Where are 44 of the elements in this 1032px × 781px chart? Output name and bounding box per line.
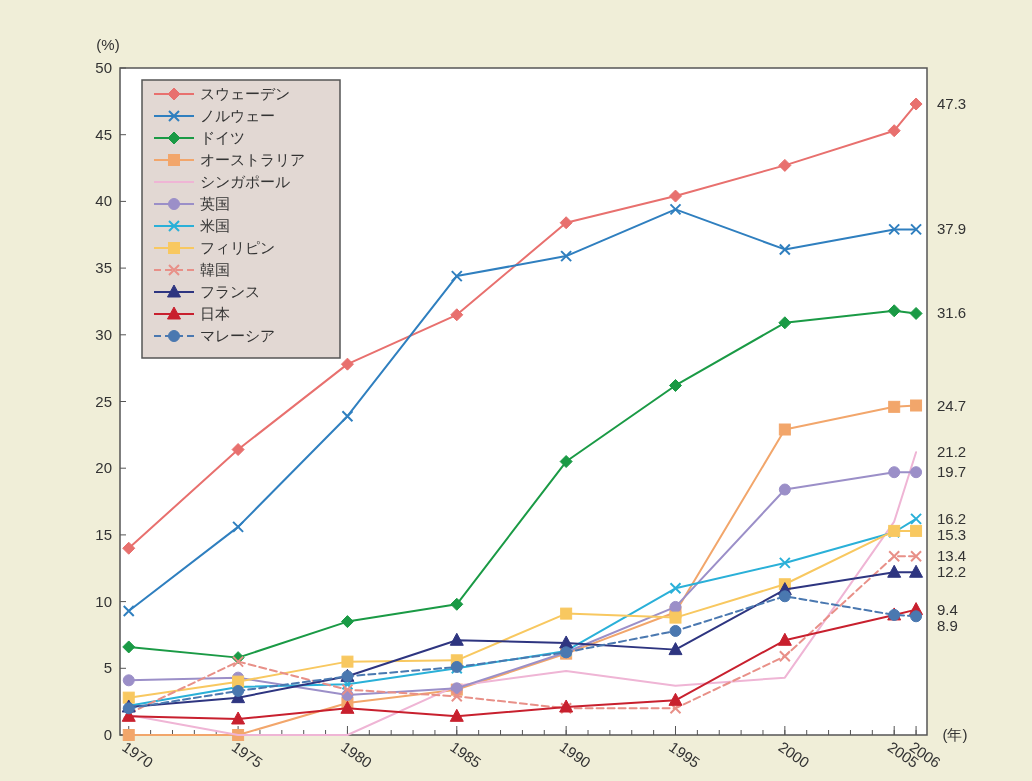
legend-label: マレーシア (200, 327, 275, 344)
data-label: 24.7 (937, 396, 967, 414)
legend-label: 英国 (200, 195, 230, 212)
data-label: 12.2 (937, 563, 967, 581)
y-tick-label: 15 (95, 525, 112, 543)
y-tick-label: 30 (95, 325, 112, 343)
y-axis-title: (%) (96, 36, 120, 53)
legend-label: シンガポール (200, 173, 290, 190)
legend-label: 米国 (200, 217, 230, 234)
y-tick-label: 25 (95, 392, 112, 410)
x-tick-label: 1990 (556, 737, 594, 772)
data-label: 16.2 (937, 509, 967, 527)
legend-label: 韓国 (200, 261, 230, 278)
legend-label: スウェーデン (200, 85, 290, 102)
data-label: 47.3 (937, 95, 967, 113)
legend-label: ノルウェー (200, 107, 275, 124)
data-label: 8.9 (937, 616, 958, 634)
x-tick-label: 1985 (447, 737, 485, 772)
data-label: 31.6 (937, 304, 967, 322)
data-label: 21.2 (937, 443, 967, 461)
y-tick-label: 45 (95, 125, 112, 143)
y-tick-label: 50 (95, 59, 112, 76)
x-tick-label: 1975 (228, 737, 266, 772)
y-tick-label: 5 (103, 659, 112, 677)
x-axis-title: (年) (942, 726, 968, 743)
y-tick-label: 20 (95, 459, 112, 477)
x-tick-label: 2000 (775, 737, 813, 772)
legend-label: オーストラリア (200, 151, 305, 168)
x-tick-label: 1980 (338, 737, 376, 772)
data-label: 37.9 (937, 220, 967, 238)
y-tick-label: 35 (95, 259, 112, 277)
legend-label: フランス (200, 283, 260, 300)
y-tick-label: 40 (95, 192, 112, 210)
data-label: 9.4 (937, 600, 958, 618)
data-label: 19.7 (937, 463, 967, 481)
legend-label: フィリピン (200, 239, 275, 256)
y-tick-label: 0 (103, 726, 112, 743)
y-tick-label: 10 (95, 592, 112, 610)
data-label: 13.4 (937, 547, 967, 565)
data-label: 15.3 (937, 525, 967, 543)
x-tick-label: 1995 (666, 737, 704, 772)
x-tick-label: 1970 (119, 737, 157, 772)
legend-label: ドイツ (200, 129, 245, 146)
legend-label: 日本 (200, 305, 230, 322)
